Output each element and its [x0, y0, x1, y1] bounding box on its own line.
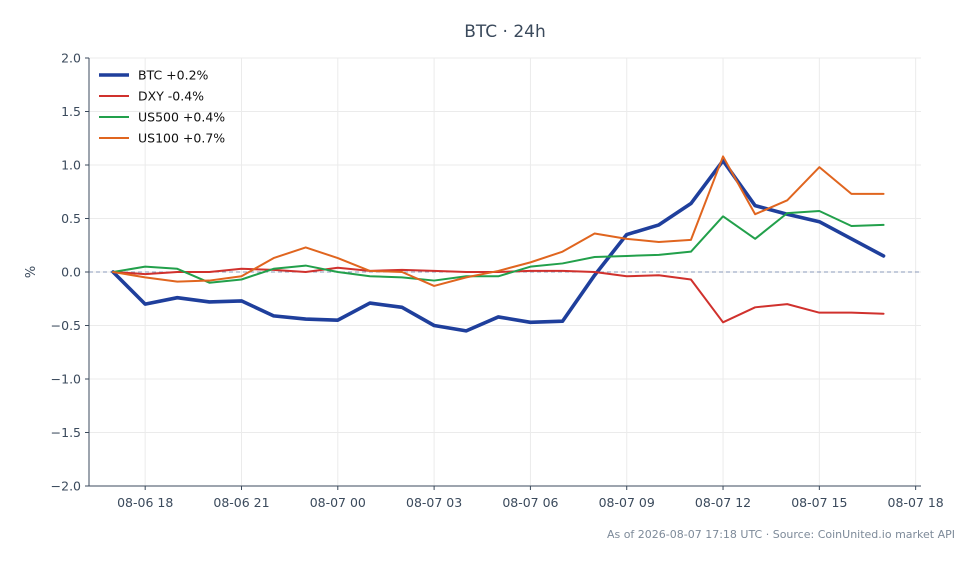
x-tick-label: 08-07 00	[310, 495, 366, 510]
x-tick-label: 08-06 18	[117, 495, 173, 510]
x-tick-label: 08-07 12	[695, 495, 751, 510]
y-tick-label: −1.5	[51, 425, 81, 440]
y-tick-label: 2.0	[61, 51, 81, 66]
y-tick-label: 0.5	[61, 211, 81, 226]
axes: 2.0 1.5 1.0 0.5 0.0 −0.5 −1.0 −1.5 −2.0 08-06 18 0…	[51, 51, 944, 511]
x-tick-label: 08-07 06	[502, 495, 558, 510]
series-line-us500	[112, 210, 885, 284]
x-tick-label: 08-07 18	[888, 495, 944, 510]
legend-label-dxy: DXY -0.4%	[138, 89, 204, 104]
y-tick-label: 1.0	[61, 158, 81, 173]
x-tick-label: 08-07 09	[599, 495, 655, 510]
legend-label-us100: US100 +0.7%	[138, 131, 225, 146]
legend-label-us500: US500 +0.4%	[138, 110, 225, 125]
y-tick-label: −2.0	[51, 479, 81, 494]
series-lines	[111, 155, 886, 333]
series-line-us100	[112, 155, 885, 287]
y-tick-label: −1.0	[51, 372, 81, 387]
series-line-btc	[111, 158, 886, 333]
legend-label-btc: BTC +0.2%	[138, 68, 209, 83]
chart-title: BTC · 24h	[464, 22, 546, 42]
series-line-dxy	[112, 266, 885, 324]
y-axis-label: %	[24, 266, 39, 278]
x-tick-label: 08-06 21	[213, 495, 269, 510]
x-tick-label: 08-07 03	[406, 495, 462, 510]
y-tick-label: −0.5	[51, 318, 81, 333]
y-tick-label: 0.0	[61, 265, 81, 280]
source-footnote: As of 2026-08-07 17:18 UTC · Source: Coi…	[607, 528, 955, 541]
legend: BTC +0.2% DXY -0.4% US500 +0.4% US100 +0.7%	[99, 68, 225, 146]
y-tick-label: 1.5	[61, 104, 81, 119]
x-tick-label: 08-07 15	[791, 495, 847, 510]
